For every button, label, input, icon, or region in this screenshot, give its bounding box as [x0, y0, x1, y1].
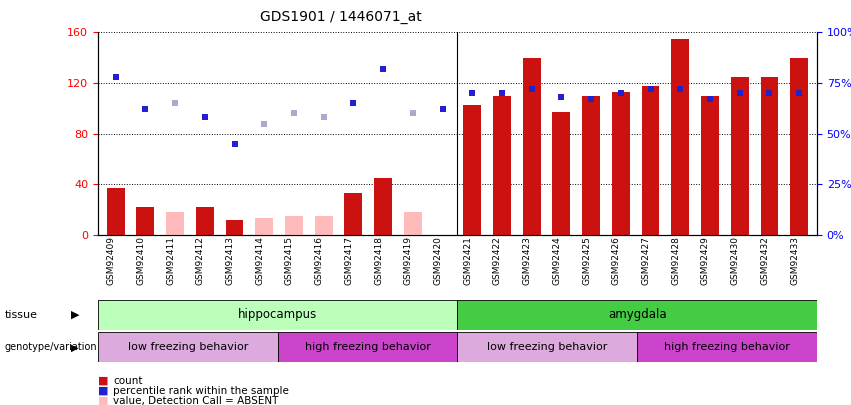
Text: ▶: ▶ [71, 342, 78, 352]
Bar [731, 77, 749, 235]
Text: GSM92425: GSM92425 [582, 236, 591, 285]
Bar [463, 104, 481, 235]
Bar [791, 58, 808, 235]
Text: genotype/variation: genotype/variation [4, 342, 97, 352]
Text: GDS1901 / 1446071_at: GDS1901 / 1446071_at [260, 10, 421, 24]
Bar [552, 112, 570, 235]
Bar [226, 220, 243, 235]
Text: GSM92416: GSM92416 [315, 236, 323, 285]
Bar [458, 300, 817, 330]
Text: low freezing behavior: low freezing behavior [487, 342, 608, 352]
Text: ▶: ▶ [71, 310, 79, 320]
Text: GSM92414: GSM92414 [255, 236, 265, 285]
Text: GSM92412: GSM92412 [196, 236, 205, 285]
Text: high freezing behavior: high freezing behavior [664, 342, 790, 352]
Bar [136, 207, 154, 235]
Text: GSM92418: GSM92418 [374, 236, 383, 285]
Bar [166, 212, 184, 235]
Bar [374, 178, 392, 235]
Bar [671, 39, 689, 235]
Text: low freezing behavior: low freezing behavior [128, 342, 248, 352]
Text: amygdala: amygdala [608, 308, 666, 322]
Text: GSM92424: GSM92424 [552, 236, 562, 285]
Text: GSM92419: GSM92419 [404, 236, 413, 285]
Text: high freezing behavior: high freezing behavior [305, 342, 431, 352]
Text: GSM92422: GSM92422 [493, 236, 502, 285]
Bar [277, 332, 457, 362]
Text: GSM92432: GSM92432 [761, 236, 769, 285]
Text: GSM92409: GSM92409 [106, 236, 116, 285]
Text: GSM92426: GSM92426 [612, 236, 621, 285]
Bar [761, 77, 779, 235]
Text: GSM92411: GSM92411 [166, 236, 175, 285]
Bar [523, 58, 540, 235]
Text: GSM92421: GSM92421 [463, 236, 472, 285]
Text: GSM92428: GSM92428 [671, 236, 680, 285]
Text: GSM92427: GSM92427 [642, 236, 650, 285]
Bar [345, 193, 363, 235]
Bar [642, 85, 660, 235]
Text: GSM92429: GSM92429 [701, 236, 710, 285]
Text: GSM92410: GSM92410 [136, 236, 146, 285]
Bar [315, 216, 333, 235]
Text: GSM92433: GSM92433 [790, 236, 799, 285]
Bar [458, 332, 637, 362]
Text: count: count [113, 376, 143, 386]
Text: value, Detection Call = ABSENT: value, Detection Call = ABSENT [113, 396, 278, 405]
Bar [106, 188, 124, 235]
Bar [612, 92, 630, 235]
Text: GSM92413: GSM92413 [226, 236, 235, 285]
Text: GSM92417: GSM92417 [345, 236, 353, 285]
Bar [255, 218, 273, 235]
Text: GSM92420: GSM92420 [433, 236, 443, 285]
Bar [637, 332, 817, 362]
Bar [404, 212, 422, 235]
Text: tissue: tissue [4, 310, 37, 320]
Bar [285, 216, 303, 235]
Bar [493, 96, 511, 235]
Bar [701, 96, 719, 235]
Text: percentile rank within the sample: percentile rank within the sample [113, 386, 289, 396]
Text: GSM92430: GSM92430 [731, 236, 740, 285]
Bar [196, 207, 214, 235]
Text: GSM92423: GSM92423 [523, 236, 532, 285]
Text: GSM92415: GSM92415 [285, 236, 294, 285]
Bar [98, 332, 277, 362]
Text: ■: ■ [98, 396, 108, 405]
Text: ■: ■ [98, 386, 108, 396]
Text: ■: ■ [98, 376, 108, 386]
Text: hippocampus: hippocampus [238, 308, 317, 322]
Bar [98, 300, 458, 330]
Bar [582, 96, 600, 235]
